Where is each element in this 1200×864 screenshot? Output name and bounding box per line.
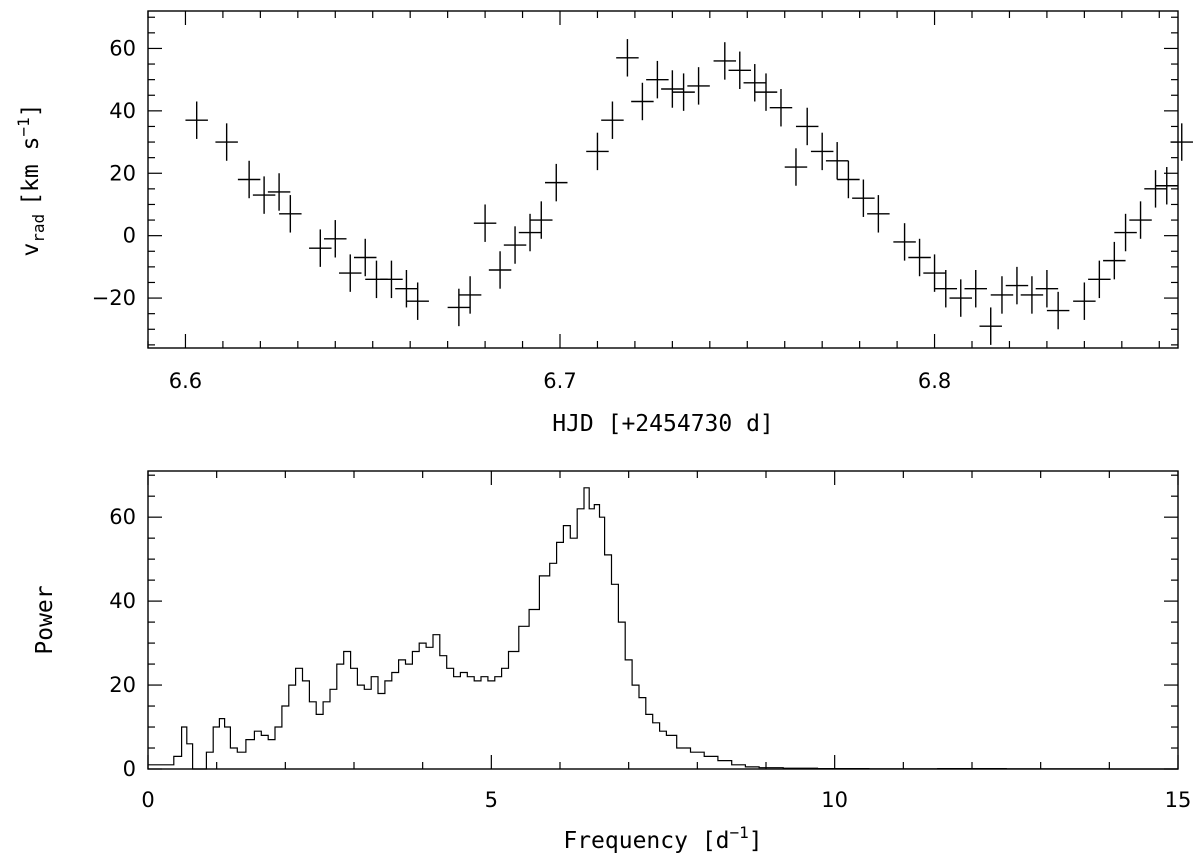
pg-x-label-sup: −1 <box>730 823 749 842</box>
power-spectrum-line <box>148 487 1178 770</box>
rv-point <box>1046 291 1070 330</box>
rv-point <box>267 173 291 211</box>
rv-y-tick-label: −20 <box>92 286 136 310</box>
rv-point <box>324 220 347 258</box>
rv-point <box>601 101 624 139</box>
pg-x-label-end: ] <box>749 828 763 854</box>
rv-point <box>934 269 958 308</box>
rv-y-label-main: v <box>18 243 44 257</box>
rv-point <box>252 176 276 214</box>
pg-x-label-main: Frequency [d <box>563 828 729 854</box>
rv-point <box>908 238 931 277</box>
rv-y-label-unit: [km s <box>18 137 44 206</box>
rv-point <box>964 269 987 308</box>
rv-point <box>1073 282 1096 320</box>
pg-x-tick-label: 0 <box>141 788 154 812</box>
rv-point <box>279 195 302 233</box>
rv-point <box>545 163 568 202</box>
rv-point <box>784 148 808 186</box>
rv-tick-labels: 6.6 6.7 6.8 −20 0 20 40 60 <box>92 36 952 393</box>
pg-y-tick-label: 60 <box>109 505 136 529</box>
rv-point <box>185 101 208 139</box>
rv-point <box>1170 123 1193 161</box>
pg-tick-labels: 0 5 10 15 0 20 40 60 <box>109 505 1191 812</box>
rv-point <box>852 179 875 217</box>
rv-point <box>237 160 261 199</box>
rv-point <box>646 60 669 99</box>
rv-y-tick-label: 40 <box>109 99 136 123</box>
rv-y-label-end: ] <box>18 103 44 117</box>
rv-point <box>1020 276 1044 314</box>
rv-point <box>893 223 916 261</box>
pg-y-tick-label: 40 <box>109 589 136 613</box>
rv-y-tick-label: 60 <box>109 36 136 60</box>
rv-point <box>754 73 778 111</box>
pg-plot-frame <box>147 470 1179 770</box>
rv-point <box>687 67 710 105</box>
rv-point <box>215 123 238 161</box>
rv-point <box>743 64 766 102</box>
pg-x-tick-label: 10 <box>821 788 848 812</box>
rv-point <box>503 226 527 264</box>
rv-point <box>713 42 737 80</box>
rv-point <box>1114 213 1137 252</box>
rv-point <box>309 229 332 267</box>
rv-x-tick-label: 6.7 <box>543 369 576 393</box>
pg-x-tick-label: 15 <box>1165 788 1192 812</box>
pg-y-axis-label: Power <box>32 585 58 654</box>
rv-point <box>1088 260 1111 299</box>
rv-point <box>728 51 752 90</box>
rv-point <box>380 260 403 299</box>
pg-x-tick-label: 5 <box>485 788 498 812</box>
pg-y-tick-label: 20 <box>109 673 136 697</box>
rv-point <box>867 195 890 233</box>
rv-point <box>458 276 482 314</box>
rv-point <box>586 132 609 171</box>
pg-x-axis-label: Frequency [d−1] <box>563 823 762 854</box>
rv-x-tick-label: 6.6 <box>169 369 202 393</box>
rv-y-axis-label: vrad [km s−1] <box>14 103 48 256</box>
pg-ticks <box>147 471 1179 770</box>
rv-point <box>661 70 684 108</box>
rv-point <box>1103 241 1126 280</box>
rv-x-axis-label: HJD [+2454730 d] <box>552 411 774 437</box>
rv-y-tick-label: 20 <box>109 161 136 185</box>
rv-point <box>979 307 1002 345</box>
rv-y-label-sub: rad <box>29 214 48 243</box>
rv-y-tick-label: 0 <box>123 224 136 248</box>
rv-y-label-sup: −1 <box>14 117 33 136</box>
rv-point <box>795 107 819 146</box>
rv-point <box>837 160 860 199</box>
rv-point <box>473 204 497 242</box>
rv-point <box>339 254 362 292</box>
rv-point <box>1035 269 1059 308</box>
rv-data-points <box>185 39 1193 345</box>
rv-point <box>949 279 972 317</box>
rv-point <box>825 142 849 180</box>
radial-velocity-panel: 6.6 6.7 6.8 −20 0 20 40 60 HJD [+2454730 d] vra… <box>14 10 1193 437</box>
rv-ticks <box>147 11 1178 348</box>
periodogram-panel: 0 5 10 15 0 20 40 60 Frequency [d−1] Power <box>32 470 1191 854</box>
rv-point <box>354 238 377 277</box>
rv-point <box>810 132 834 171</box>
rv-x-tick-label: 6.8 <box>918 369 951 393</box>
pg-y-tick-label: 0 <box>123 757 136 781</box>
rv-point <box>990 276 1014 314</box>
rv-point <box>1005 266 1029 305</box>
rv-point <box>923 254 946 292</box>
rv-point <box>488 251 512 289</box>
rv-point <box>1129 201 1152 239</box>
rv-point <box>530 201 553 239</box>
rv-point <box>672 73 695 111</box>
rv-point <box>1144 170 1167 208</box>
rv-point <box>631 82 654 121</box>
rv-plot-frame <box>147 10 1179 349</box>
rv-point <box>616 39 639 77</box>
rv-point <box>1155 167 1178 205</box>
rv-point <box>769 89 793 127</box>
rv-point <box>406 282 429 320</box>
